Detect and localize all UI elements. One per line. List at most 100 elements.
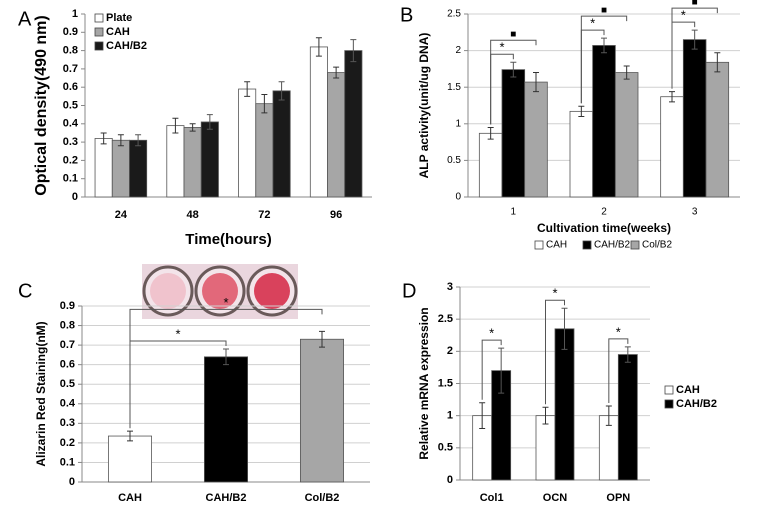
y-tick-label: 0.6	[60, 359, 75, 371]
legend-swatch	[94, 41, 104, 51]
bar	[524, 81, 548, 198]
bar	[309, 46, 328, 198]
significance-mark: ■	[692, 0, 698, 8]
x-tick-label: Col/B2	[305, 492, 340, 504]
bar	[94, 138, 113, 198]
significance-mark: *	[681, 8, 686, 23]
error-bar	[542, 406, 549, 425]
error-bar	[172, 117, 179, 134]
error-bar	[223, 348, 229, 366]
x-axis-label: Time(hours)	[185, 231, 271, 248]
y-tick-label: 1	[447, 410, 453, 422]
error-bar	[623, 65, 630, 80]
x-tick-label: 96	[330, 209, 342, 221]
bar	[501, 69, 526, 198]
error-bar	[189, 123, 196, 132]
significance-mark: *	[175, 326, 180, 341]
legend-label: CAH	[676, 384, 700, 396]
error-bar	[669, 91, 675, 103]
bar	[108, 435, 153, 483]
x-tick-label: 24	[115, 209, 128, 221]
y-tick-label: 0.5	[438, 442, 453, 454]
bar	[299, 338, 344, 483]
bar	[478, 132, 503, 198]
y-tick-label: 0.2	[63, 154, 78, 166]
y-tick-label: 0.8	[63, 45, 78, 57]
error-bar	[487, 126, 494, 140]
y-tick-label: 1	[72, 8, 78, 20]
panel-letter: C	[18, 280, 32, 302]
x-tick-label: 2	[601, 207, 607, 218]
legend-label: Col/B2	[642, 240, 672, 251]
bar	[554, 328, 575, 481]
x-tick-label: 48	[187, 209, 199, 221]
significance-bracket	[490, 39, 537, 125]
y-tick-label: 0.5	[447, 155, 461, 166]
y-tick-label: 0.4	[60, 398, 76, 410]
error-bar	[624, 346, 631, 363]
error-bar	[510, 61, 517, 78]
y-tick-label: 0	[447, 474, 453, 486]
legend-label: CAH	[546, 240, 567, 251]
bar	[166, 125, 185, 198]
well-fill	[202, 273, 238, 309]
bar	[569, 110, 594, 198]
bar	[592, 45, 616, 198]
y-tick-label: 0.3	[63, 136, 78, 148]
significance-bracket	[580, 15, 628, 104]
bar	[238, 88, 257, 198]
legend-label: CAH	[106, 26, 130, 38]
panel-letter: B	[400, 4, 413, 26]
y-tick-label: 2	[447, 345, 453, 357]
y-tick-label: 3	[447, 281, 453, 293]
bar	[183, 127, 202, 198]
y-axis-label: Relative mRNA expression	[417, 307, 431, 459]
legend-swatch	[94, 27, 104, 37]
legend-swatch	[94, 13, 104, 23]
y-tick-label: 1.5	[447, 82, 461, 93]
legend-swatch	[630, 240, 640, 250]
bar	[535, 415, 556, 481]
bar	[272, 90, 291, 198]
significance-mark: *	[616, 324, 621, 339]
bar	[682, 39, 707, 198]
significance-mark: *	[223, 295, 228, 310]
y-tick-label: 1	[455, 118, 461, 129]
y-tick-label: 0.9	[63, 26, 78, 38]
y-tick-label: 0.1	[63, 173, 78, 185]
x-tick-label: OPN	[606, 492, 630, 504]
y-tick-label: 0.3	[60, 417, 75, 429]
bar	[617, 354, 638, 481]
bar	[614, 72, 639, 198]
legend-swatch	[534, 240, 544, 250]
error-bar	[135, 134, 142, 147]
y-tick-label: 0.4	[63, 118, 79, 130]
error-bar	[350, 39, 357, 63]
error-bar	[261, 94, 268, 114]
bar	[200, 121, 219, 198]
error-bar	[244, 81, 251, 97]
y-tick-label: 0.7	[60, 339, 75, 351]
y-tick-label: 0.9	[60, 300, 75, 312]
x-tick-label: CAH	[118, 492, 142, 504]
y-tick-label: 2.5	[447, 9, 461, 20]
y-tick-label: 0	[72, 191, 78, 203]
error-bar	[498, 347, 505, 394]
significance-mark: ■	[510, 29, 516, 40]
panel-letter: A	[18, 8, 32, 30]
bar	[111, 139, 130, 198]
y-tick-label: 0	[69, 476, 75, 488]
bar	[660, 96, 684, 198]
significance-mark: *	[552, 286, 557, 301]
y-tick-label: 0	[455, 192, 461, 203]
legend-label: CAH/B2	[594, 240, 631, 251]
legend-swatch	[582, 240, 592, 250]
y-axis-label: Optical density(490 nm)	[33, 15, 50, 196]
error-bar	[479, 402, 486, 430]
y-tick-label: 2	[455, 45, 461, 56]
x-tick-label: Col1	[480, 492, 504, 504]
error-bar	[533, 72, 539, 93]
well-fill	[254, 273, 290, 309]
y-tick-label: 0.5	[63, 99, 78, 111]
bar	[705, 61, 730, 198]
